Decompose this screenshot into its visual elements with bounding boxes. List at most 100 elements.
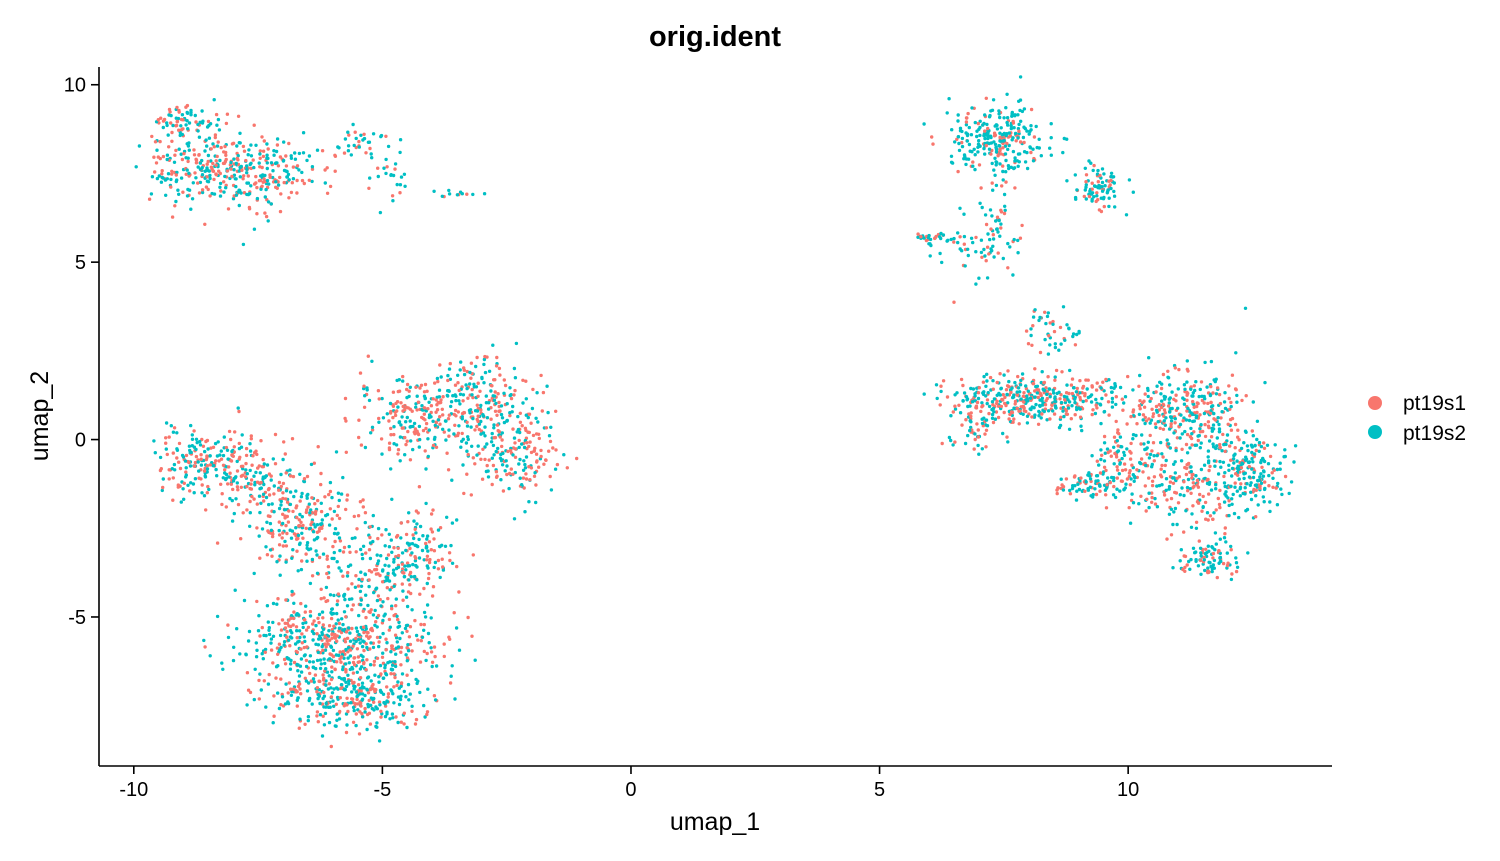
cell-point-pt19s2	[264, 495, 269, 500]
cell-point-pt19s2	[1112, 386, 1116, 390]
cell-point-pt19s1	[350, 626, 354, 631]
cell-point-pt19s1	[1130, 463, 1134, 467]
cell-point-pt19s2	[1089, 393, 1094, 397]
cell-point-pt19s2	[234, 161, 238, 166]
cell-point-pt19s1	[263, 211, 267, 215]
cell-point-pt19s1	[233, 430, 237, 434]
cell-point-pt19s2	[1187, 559, 1191, 564]
cell-point-pt19s1	[441, 565, 445, 569]
cell-point-pt19s1	[513, 388, 517, 393]
cell-point-pt19s1	[241, 177, 245, 181]
cell-point-pt19s2	[1193, 551, 1197, 555]
cell-point-pt19s2	[271, 601, 276, 606]
cell-point-pt19s1	[244, 453, 249, 458]
cell-point-pt19s1	[351, 671, 356, 675]
cell-point-pt19s1	[473, 462, 477, 466]
cell-point-pt19s1	[310, 520, 314, 524]
cell-point-pt19s1	[1183, 465, 1187, 470]
cell-point-pt19s1	[1125, 422, 1129, 426]
cell-point-pt19s1	[1182, 480, 1186, 484]
cell-point-pt19s1	[206, 119, 211, 124]
cell-point-pt19s2	[304, 604, 308, 608]
cell-point-pt19s1	[393, 167, 397, 171]
cell-point-pt19s1	[991, 403, 995, 407]
cell-point-pt19s2	[969, 236, 974, 240]
cell-point-pt19s1	[249, 482, 253, 486]
cell-point-pt19s2	[988, 208, 993, 212]
cell-point-pt19s2	[354, 639, 358, 644]
cell-point-pt19s2	[509, 393, 513, 397]
cell-point-pt19s2	[200, 190, 205, 195]
cell-point-pt19s1	[247, 205, 252, 210]
cell-point-pt19s1	[1090, 187, 1094, 191]
cell-point-pt19s1	[493, 409, 498, 413]
cell-point-pt19s2	[1199, 572, 1203, 576]
cell-point-pt19s1	[181, 118, 185, 122]
cell-point-pt19s1	[214, 112, 219, 117]
cell-point-pt19s1	[168, 110, 172, 114]
cell-point-pt19s1	[289, 616, 293, 620]
cell-point-pt19s1	[529, 450, 534, 455]
cell-point-pt19s2	[460, 439, 464, 443]
cell-point-pt19s2	[377, 675, 381, 679]
cell-point-pt19s1	[278, 175, 282, 180]
cell-point-pt19s1	[401, 404, 405, 409]
cell-point-pt19s1	[404, 532, 409, 537]
cell-point-pt19s2	[964, 162, 968, 167]
cell-point-pt19s1	[1083, 489, 1087, 493]
cell-point-pt19s2	[346, 673, 350, 677]
cell-point-pt19s1	[392, 613, 396, 618]
cell-point-pt19s2	[1168, 407, 1173, 411]
cell-point-pt19s1	[312, 461, 316, 465]
cell-point-pt19s1	[521, 476, 526, 480]
cell-point-pt19s2	[389, 538, 393, 542]
cell-point-pt19s1	[1084, 180, 1088, 184]
cell-point-pt19s2	[1235, 466, 1240, 470]
cell-point-pt19s2	[1049, 153, 1054, 157]
cell-point-pt19s1	[1140, 401, 1145, 405]
cell-point-pt19s2	[166, 172, 171, 176]
cell-point-pt19s2	[269, 637, 274, 641]
cell-point-pt19s1	[361, 609, 365, 613]
cell-point-pt19s2	[393, 660, 397, 664]
cell-point-pt19s1	[930, 135, 934, 139]
cell-point-pt19s2	[397, 620, 401, 625]
cell-point-pt19s1	[1195, 500, 1200, 504]
cell-point-pt19s2	[421, 534, 425, 538]
cell-point-pt19s2	[232, 168, 236, 172]
cell-point-pt19s2	[1253, 444, 1257, 448]
cell-point-pt19s2	[993, 417, 998, 421]
cell-point-pt19s2	[193, 113, 197, 118]
cell-point-pt19s1	[965, 116, 969, 120]
cell-point-pt19s2	[481, 431, 486, 435]
cell-point-pt19s1	[212, 145, 216, 149]
cell-point-pt19s1	[377, 416, 381, 421]
cell-point-pt19s2	[365, 645, 369, 650]
cell-point-pt19s1	[1176, 501, 1181, 505]
cell-point-pt19s2	[211, 142, 215, 146]
cell-point-pt19s1	[1227, 396, 1231, 401]
cell-point-pt19s2	[1251, 434, 1256, 438]
cell-point-pt19s2	[1287, 491, 1291, 496]
cell-point-pt19s1	[1150, 491, 1154, 495]
cell-point-pt19s1	[182, 481, 186, 485]
cell-point-pt19s2	[984, 384, 988, 388]
cell-point-pt19s2	[306, 715, 311, 719]
cell-point-pt19s2	[1087, 159, 1091, 163]
cell-point-pt19s2	[1068, 488, 1072, 493]
cell-point-pt19s1	[347, 133, 351, 137]
cell-point-pt19s1	[984, 259, 988, 263]
cell-point-pt19s2	[1039, 416, 1043, 420]
cell-point-pt19s2	[1178, 436, 1182, 440]
cell-point-pt19s2	[1229, 577, 1234, 582]
cell-point-pt19s1	[321, 714, 325, 718]
cell-point-pt19s2	[218, 158, 222, 163]
cell-point-pt19s1	[354, 636, 358, 641]
cell-point-pt19s1	[1122, 462, 1127, 466]
cell-point-pt19s1	[320, 149, 325, 153]
cell-point-pt19s2	[951, 443, 955, 447]
cell-point-pt19s2	[956, 231, 960, 235]
cell-point-pt19s1	[1184, 442, 1189, 447]
cell-point-pt19s1	[297, 682, 302, 686]
cell-point-pt19s2	[1123, 395, 1128, 399]
